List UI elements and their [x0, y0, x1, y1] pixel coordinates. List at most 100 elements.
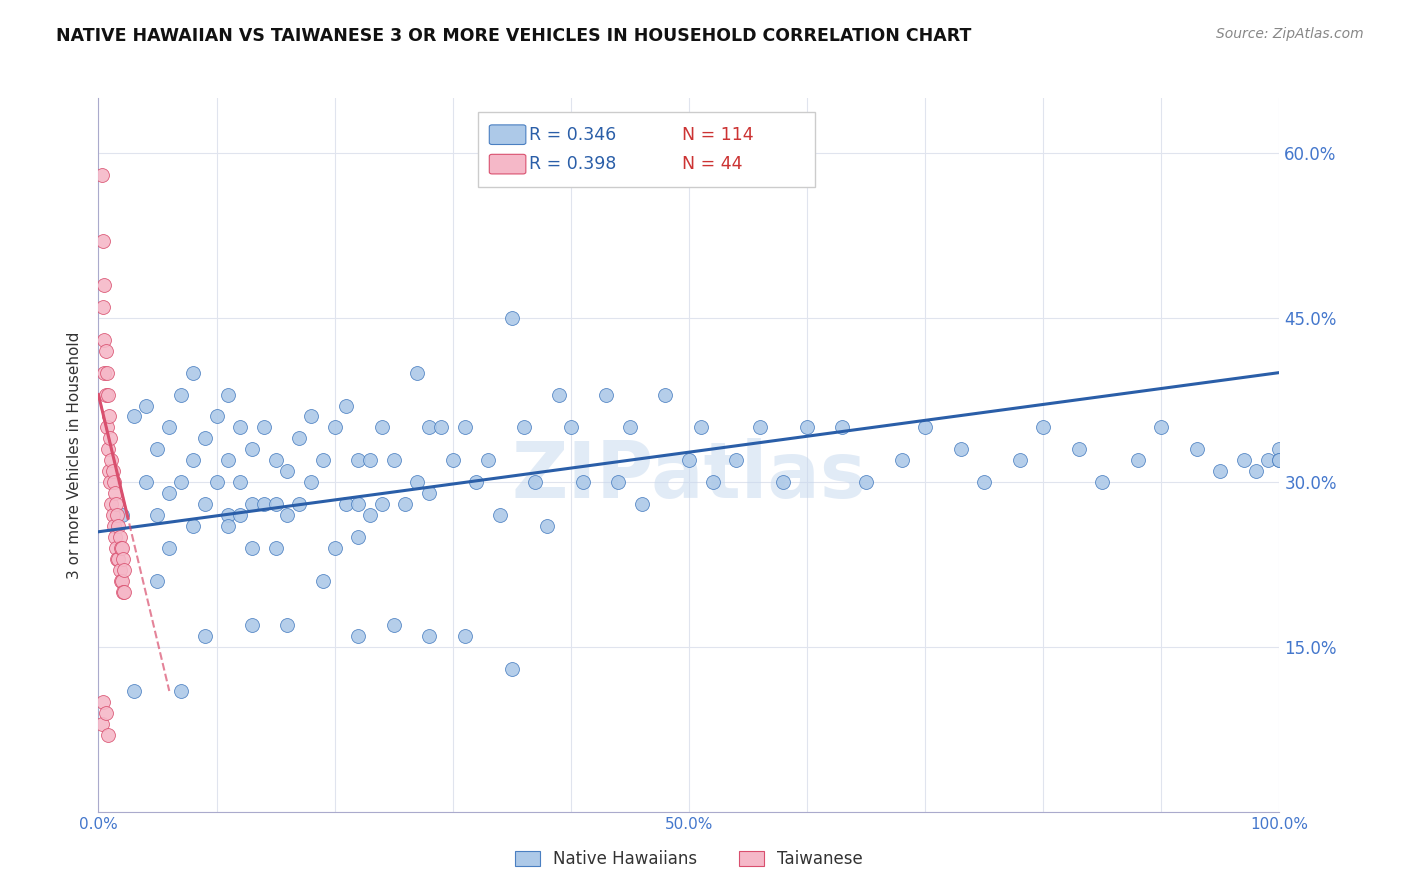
Point — [1268, 453, 1291, 467]
Point — [1126, 453, 1149, 467]
Point — [97, 728, 120, 742]
Point — [335, 399, 357, 413]
Legend: Native Hawaiians, Taiwanese: Native Hawaiians, Taiwanese — [508, 844, 870, 875]
Point — [217, 508, 239, 523]
Point — [1032, 420, 1054, 434]
Point — [1150, 420, 1173, 434]
Point — [91, 234, 114, 248]
Point — [96, 420, 118, 434]
Point — [181, 519, 204, 533]
Point — [406, 366, 429, 380]
Point — [170, 684, 193, 698]
Point — [430, 420, 453, 434]
Point — [796, 420, 818, 434]
Point — [536, 519, 558, 533]
Point — [619, 420, 641, 434]
Point — [264, 497, 287, 511]
Point — [108, 530, 131, 544]
Point — [418, 629, 440, 643]
Point — [394, 497, 416, 511]
Text: NATIVE HAWAIIAN VS TAIWANESE 3 OR MORE VEHICLES IN HOUSEHOLD CORRELATION CHART: NATIVE HAWAIIAN VS TAIWANESE 3 OR MORE V… — [56, 27, 972, 45]
Point — [103, 475, 125, 490]
Point — [98, 464, 121, 478]
Point — [630, 497, 652, 511]
Point — [105, 541, 128, 556]
Point — [135, 399, 157, 413]
Point — [524, 475, 547, 490]
Point — [548, 387, 571, 401]
Point — [371, 420, 394, 434]
Point — [98, 409, 121, 424]
Point — [489, 508, 512, 523]
Point — [100, 497, 122, 511]
Point — [170, 475, 193, 490]
Point — [654, 387, 676, 401]
Point — [382, 453, 405, 467]
Point — [347, 629, 370, 643]
Point — [93, 277, 115, 292]
Point — [229, 508, 252, 523]
Point — [678, 453, 700, 467]
Point — [91, 717, 114, 731]
Point — [264, 541, 287, 556]
Point — [205, 475, 228, 490]
Point — [347, 453, 370, 467]
Text: R = 0.398: R = 0.398 — [529, 155, 616, 173]
Point — [501, 310, 523, 325]
Point — [1091, 475, 1114, 490]
Text: ZIPatlas: ZIPatlas — [512, 438, 866, 515]
Point — [91, 695, 114, 709]
Point — [93, 333, 115, 347]
Point — [359, 508, 381, 523]
Point — [122, 409, 145, 424]
Point — [453, 629, 475, 643]
Point — [406, 475, 429, 490]
Point — [418, 420, 440, 434]
Text: N = 114: N = 114 — [682, 126, 754, 144]
Point — [323, 541, 346, 556]
Y-axis label: 3 or more Vehicles in Household: 3 or more Vehicles in Household — [67, 331, 83, 579]
Point — [94, 387, 117, 401]
Point — [91, 300, 114, 314]
Point — [217, 387, 239, 401]
Point — [299, 409, 322, 424]
Point — [607, 475, 630, 490]
Point — [240, 442, 263, 457]
Point — [181, 453, 204, 467]
Point — [205, 409, 228, 424]
Point — [107, 519, 129, 533]
Point — [890, 453, 912, 467]
Point — [112, 585, 135, 599]
Point — [323, 420, 346, 434]
Text: Source: ZipAtlas.com: Source: ZipAtlas.com — [1216, 27, 1364, 41]
Point — [93, 366, 115, 380]
Point — [94, 343, 117, 358]
Point — [157, 486, 180, 500]
Point — [571, 475, 593, 490]
Point — [170, 387, 193, 401]
Point — [1008, 453, 1031, 467]
Point — [595, 387, 617, 401]
Point — [107, 552, 129, 566]
Point — [104, 530, 127, 544]
Point — [253, 420, 276, 434]
Point — [831, 420, 853, 434]
Point — [1244, 464, 1267, 478]
Point — [111, 508, 134, 523]
Point — [104, 486, 127, 500]
Point — [146, 508, 169, 523]
Point — [748, 420, 770, 434]
Point — [96, 366, 118, 380]
Point — [97, 442, 120, 457]
Point — [949, 442, 972, 457]
Point — [157, 541, 180, 556]
Point — [229, 420, 252, 434]
Point — [181, 366, 204, 380]
Point — [689, 420, 711, 434]
Point — [371, 497, 394, 511]
Point — [111, 574, 134, 589]
Point — [264, 453, 287, 467]
Point — [135, 475, 157, 490]
Point — [194, 497, 217, 511]
Point — [1268, 442, 1291, 457]
